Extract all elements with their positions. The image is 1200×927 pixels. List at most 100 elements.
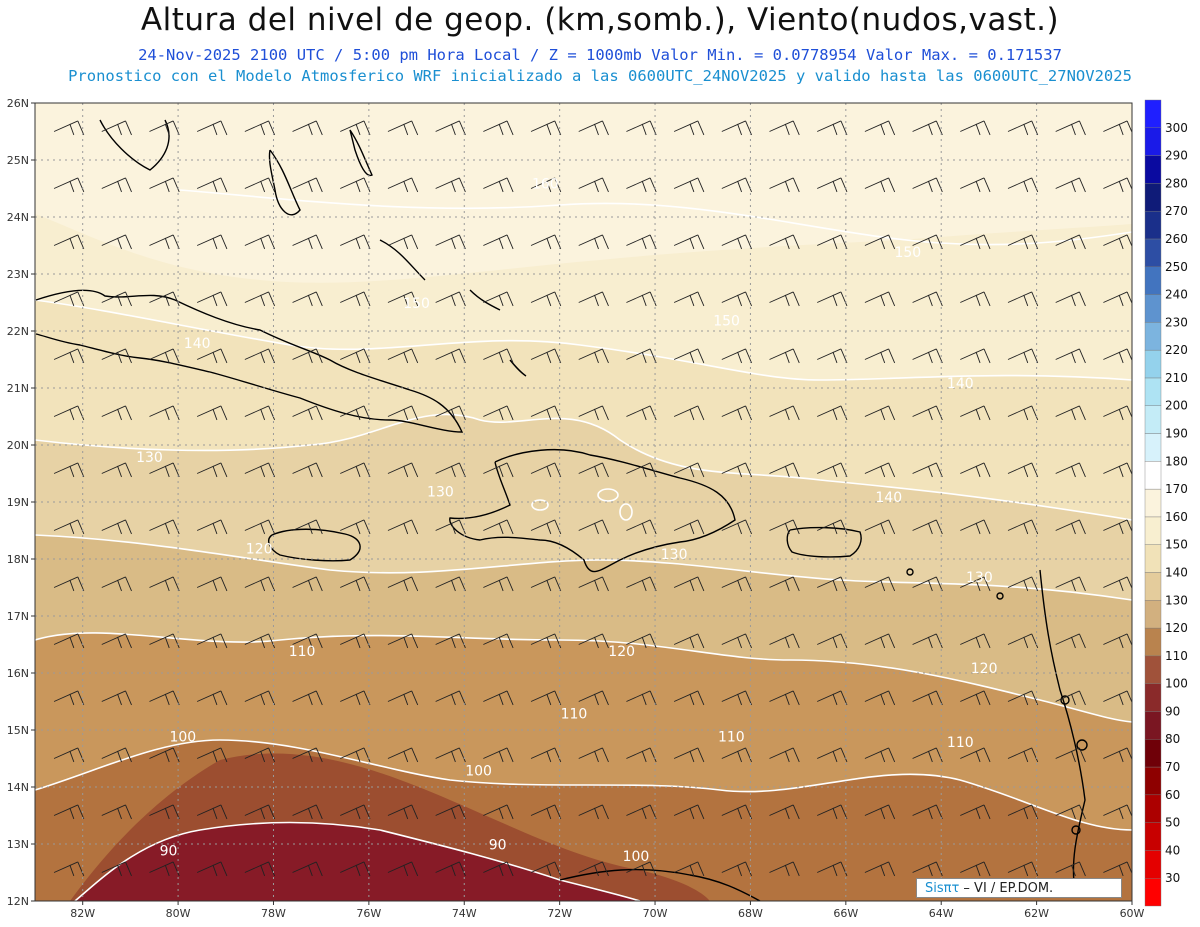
wind-barb [769,234,800,250]
wind-barb [483,519,514,535]
wind-barb [340,348,371,364]
wind-barb [53,690,85,706]
wind-barb [721,177,752,193]
lon-tick-label: 76W [356,907,381,920]
wind-barb [244,405,276,421]
south-america-coast [559,868,761,901]
wind-barb [1007,234,1039,250]
wind-barb [292,234,323,250]
wind-barb [483,861,514,877]
cuba-coastline [35,289,464,433]
wind-barb [435,633,466,649]
colorbar-level-label: 90 [1165,704,1180,718]
wind-barb [912,348,943,364]
colorbar-level-label: 270 [1165,204,1188,218]
wind-barb [1103,690,1132,706]
wind-barb [196,633,228,649]
wind-barb [530,462,562,478]
wind-barb [1103,462,1132,478]
colorbar-swatch [1144,655,1162,684]
colorbar-swatch [1144,127,1162,156]
lon-tick-label: 68W [738,907,763,920]
wind-barb [387,462,419,478]
colorbar-level-label: 140 [1165,565,1188,579]
wind-barb [1055,291,1086,307]
wind-barb [244,633,276,649]
wind-barb [196,576,228,592]
wind-barb [1007,633,1039,649]
wind-barb [673,462,705,478]
colorbar-swatch [1144,516,1162,545]
wind-barb [340,120,371,136]
wind-barb [53,576,85,592]
wind-barb [721,348,752,364]
wind-barb [244,348,276,364]
colorbar-swatch [1144,377,1162,406]
wind-barb [769,861,800,877]
colorbar-swatch [1144,433,1162,462]
contour-value-label: 130 [427,484,454,500]
wind-barb [530,348,562,364]
colorbar-level-label: 120 [1165,621,1188,635]
wind-barb [817,177,848,193]
wind-barb [960,234,991,250]
wind-barb [769,633,800,649]
wind-barb [769,177,800,193]
wind-barb [960,747,991,763]
wind-barb [769,690,800,706]
wind-barb [435,291,466,307]
wind-barb [483,804,514,820]
bahamas-island-3 [379,239,426,281]
colorbar-swatch [1144,794,1162,823]
bahamas-island-2 [349,129,373,177]
wind-barb [387,861,419,877]
wind-barb [101,462,132,478]
wind-barb [1007,348,1039,364]
colorbar-level-label: 80 [1165,732,1180,746]
wind-barb [483,120,514,136]
wind-barb [721,690,752,706]
wind-barb [149,576,180,592]
lat-tick-label: 15N [7,724,29,737]
wind-barb [673,690,705,706]
colorbar-level-label: 30 [1165,871,1180,885]
model-init-info: Pronostico con el Modelo Atmosferico WRF… [68,67,1132,85]
wind-barb [1007,804,1039,820]
wind-barb [292,177,323,193]
wind-barb [578,120,609,136]
wind-barb [912,177,943,193]
wind-barb [530,804,562,820]
contour-lines [35,189,1132,901]
lat-tick-label: 22N [7,325,29,338]
wind-barb [960,861,991,877]
wind-barb [960,462,991,478]
lon-tick-label: 74W [452,907,477,920]
wind-barb [1103,234,1132,250]
wind-barb [912,633,943,649]
wind-barb [1055,861,1086,877]
colorbar-swatch [1144,878,1162,907]
wind-barb [1055,462,1086,478]
colorbar-swatch [1144,294,1162,323]
wind-barb [817,576,848,592]
wind-barb [864,861,896,877]
colorbar-level-label: 210 [1165,371,1188,385]
wind-barb [769,291,800,307]
colorbar-swatch [1144,183,1162,212]
wind-barb [626,177,657,193]
wind-barb [960,690,991,706]
wind-barb [149,861,180,877]
wind-barb [626,462,657,478]
wind-barb [483,633,514,649]
wind-barb [864,633,896,649]
colorbar-swatch [1144,544,1162,573]
wind-barb [196,405,228,421]
wind-barb [196,234,228,250]
wind-barb [149,234,180,250]
wind-barb [435,804,466,820]
colorbar-level-label: 50 [1165,816,1180,830]
wind-barb [387,519,419,535]
wind-barb [149,633,180,649]
wind-barb [101,519,132,535]
wind-barb [912,519,943,535]
